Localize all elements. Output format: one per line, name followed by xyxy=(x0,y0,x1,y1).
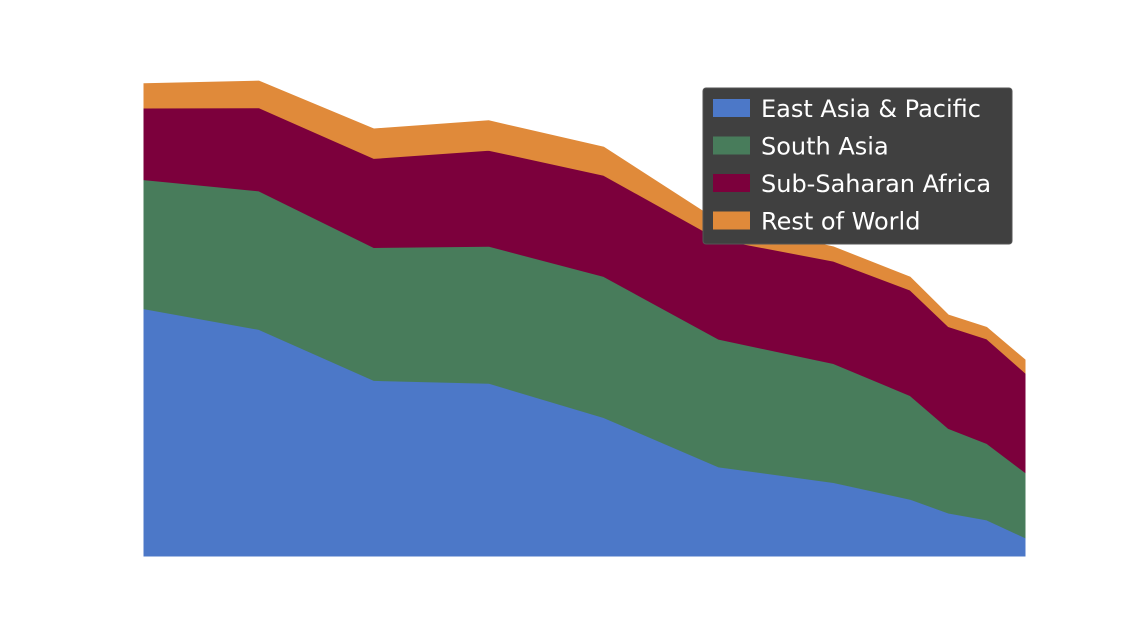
legend-label-4: Rest of World xyxy=(761,208,920,236)
legend-background xyxy=(702,87,1013,245)
legend-swatch-4 xyxy=(713,211,750,230)
legend-label-3: Sub-Saharan Africa xyxy=(761,170,991,198)
legend-swatch-2 xyxy=(713,136,750,155)
legend: East Asia & Pacific South Asia Sub-Saharan… xyxy=(702,87,1013,245)
legend-label-2: South Asia xyxy=(761,133,889,161)
area-series-4 xyxy=(143,80,1026,374)
legend-label-1: East Asia & Pacific xyxy=(761,95,981,123)
legend-swatch-3 xyxy=(713,174,750,192)
legend-swatch-1 xyxy=(713,99,750,117)
area-layers xyxy=(143,80,1026,557)
